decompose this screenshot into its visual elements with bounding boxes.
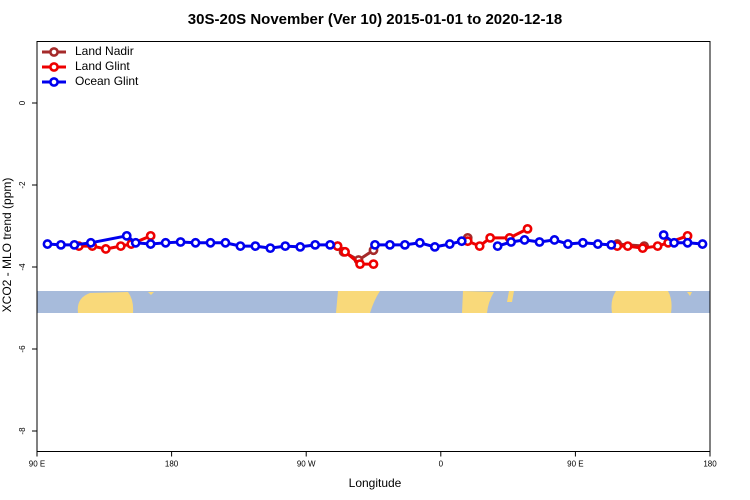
legend-marker <box>49 62 59 72</box>
y-tick-label: -8 <box>18 427 27 435</box>
point <box>100 244 111 254</box>
point <box>145 239 156 249</box>
y-axis-label: XCO2 - MLO trend (ppm) <box>0 178 14 313</box>
legend-marker <box>49 77 59 87</box>
point <box>592 239 603 249</box>
y-tick-label: -6 <box>18 345 27 353</box>
point <box>429 242 440 252</box>
point <box>563 239 573 249</box>
y-tick-label: -2 <box>18 181 27 189</box>
point <box>697 239 708 249</box>
point <box>506 237 516 247</box>
x-tick-label: 180 <box>703 460 717 469</box>
point <box>130 237 141 248</box>
point <box>485 232 496 243</box>
point <box>190 237 201 248</box>
legend-label: Land Glint <box>75 59 130 73</box>
point <box>519 235 530 245</box>
point <box>145 230 156 241</box>
x-tick-label: 90 E <box>29 460 45 469</box>
x-axis-label: Longitude <box>349 476 402 490</box>
x-tick-label: 90 E <box>567 460 583 469</box>
point <box>474 241 485 251</box>
point <box>340 246 350 257</box>
point <box>682 237 693 248</box>
point <box>400 239 410 250</box>
point <box>121 230 132 241</box>
point <box>265 243 276 254</box>
point <box>280 241 291 251</box>
point <box>355 259 365 270</box>
point <box>492 241 503 251</box>
point <box>235 241 246 251</box>
point <box>56 239 66 250</box>
y-tick-label: -4 <box>18 263 27 271</box>
point <box>456 236 467 247</box>
point <box>295 242 306 252</box>
map-strip <box>37 291 710 313</box>
point <box>637 243 648 254</box>
y-tick-label: 0 <box>18 100 27 105</box>
series-line <box>78 227 689 266</box>
point <box>368 259 379 270</box>
point <box>325 239 336 250</box>
point <box>220 237 231 248</box>
point <box>205 237 216 248</box>
point <box>652 241 663 251</box>
legend-label: Ocean Glint <box>75 74 139 88</box>
point <box>115 241 126 251</box>
x-tick-label: 0 <box>439 460 444 469</box>
x-tick-label: 90 W <box>297 460 316 469</box>
point <box>669 237 680 248</box>
point <box>310 239 321 250</box>
point <box>606 239 617 250</box>
point <box>622 241 633 251</box>
point <box>160 237 171 248</box>
point <box>85 237 96 248</box>
plot-frame <box>36 41 711 452</box>
x-tick-label: 180 <box>165 460 179 469</box>
point <box>175 237 186 247</box>
point <box>577 237 588 248</box>
point <box>385 239 395 250</box>
point <box>522 223 533 234</box>
point <box>250 241 261 251</box>
legend-marker <box>49 47 59 57</box>
point <box>42 239 53 249</box>
point <box>370 239 380 250</box>
point <box>658 230 669 240</box>
point <box>69 239 80 250</box>
point <box>444 239 455 249</box>
legend-label: Land Nadir <box>75 44 134 58</box>
point <box>332 241 343 251</box>
chart-title: 30S-20S November (Ver 10) 2015-01-01 to … <box>188 11 562 28</box>
point <box>414 237 425 248</box>
point <box>534 237 545 247</box>
point <box>549 235 560 245</box>
